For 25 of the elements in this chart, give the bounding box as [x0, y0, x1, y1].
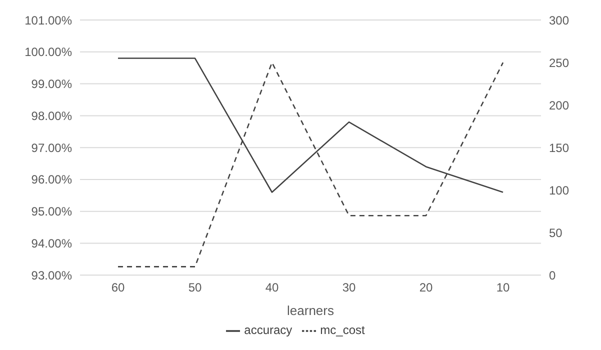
- y2-tick-label: 0: [549, 268, 556, 282]
- y2-tick-label: 200: [549, 98, 570, 112]
- x-tick-label: 30: [342, 280, 356, 295]
- y-tick-label: 100.00%: [24, 45, 72, 60]
- y-tick-label: 98.00%: [31, 108, 72, 123]
- x-tick-label: 10: [496, 280, 510, 295]
- y2-tick-label: 250: [549, 56, 570, 70]
- x-tick-label: 50: [188, 280, 202, 295]
- y2-tick-label: 150: [549, 140, 570, 155]
- y-tick-label: 95.00%: [31, 204, 72, 219]
- y2-tick-label: 50: [549, 226, 563, 240]
- legend-label: mc_cost: [320, 323, 365, 338]
- y-tick-label: 97.00%: [31, 140, 72, 155]
- y2-tick-label: 100: [549, 183, 570, 198]
- y2-tick-label: 300: [549, 13, 570, 28]
- y-tick-label: 96.00%: [31, 172, 72, 187]
- x-tick-label: 40: [265, 280, 279, 295]
- y-tick-label: 99.00%: [31, 77, 72, 92]
- x-axis-title: learners: [287, 303, 334, 318]
- x-tick-label: 60: [111, 280, 125, 295]
- x-tick-label: 20: [419, 280, 433, 295]
- legend-label: accuracy: [244, 323, 292, 338]
- y-tick-label: 101.00%: [24, 13, 72, 28]
- y-tick-label: 93.00%: [31, 268, 72, 282]
- y-tick-label: 94.00%: [31, 236, 72, 251]
